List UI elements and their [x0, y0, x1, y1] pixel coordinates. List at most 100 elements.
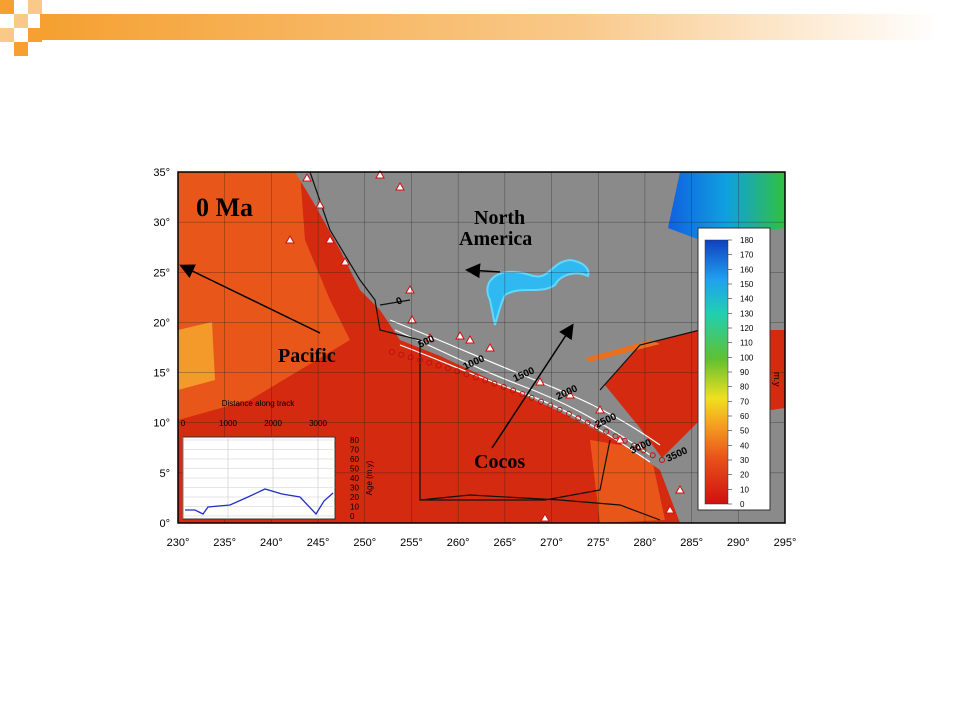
trench-dot [482, 377, 489, 384]
lat-label: 20° [153, 317, 170, 329]
contour [399, 344, 651, 463]
inset-x-label: 3000 [309, 419, 327, 428]
colorbar-tick-label: 10 [740, 485, 749, 494]
trench-dot [454, 368, 461, 375]
lon-label: 250° [353, 537, 376, 549]
contour [389, 319, 661, 446]
lon-label: 290° [727, 537, 750, 549]
colorbar-tick-label: 20 [740, 471, 749, 480]
inset-x-label: 1000 [219, 419, 237, 428]
lon-label: 260° [447, 537, 470, 549]
inset-y-label: 40 [350, 474, 359, 483]
lon-label: 295° [774, 537, 797, 549]
ocean-young [178, 172, 350, 420]
trench-dot [444, 365, 451, 372]
inset-y-label: 60 [350, 455, 359, 464]
deco [14, 42, 28, 56]
volcano [425, 332, 435, 342]
lat-label: 10° [153, 418, 170, 430]
inset-y-label: 50 [350, 465, 359, 474]
lon-label: 245° [307, 537, 330, 549]
inset-y-label: 0 [350, 512, 355, 521]
trench-dot [556, 406, 563, 413]
deco [14, 14, 28, 28]
trench-dot [659, 457, 665, 463]
trench-dot [407, 354, 414, 361]
trench-dot [463, 371, 470, 378]
trench-dot [472, 374, 479, 381]
lon-label: 280° [634, 537, 657, 549]
trench-dot [603, 428, 610, 435]
lon-label: 240° [260, 537, 283, 549]
trench-dot [426, 359, 433, 366]
age-profile [185, 488, 334, 516]
deco [28, 0, 42, 14]
colorbar-tick-label: 80 [740, 383, 749, 392]
trench-dot [510, 387, 517, 394]
trench-dot [631, 442, 638, 449]
caribbean-slab [585, 340, 660, 362]
lon-label: 235° [213, 537, 236, 549]
colorbar-tick-label: 30 [740, 456, 749, 465]
trench-dot [389, 349, 395, 355]
trench-dot [575, 415, 582, 422]
colorbar-tick-label: 150 [740, 280, 754, 289]
plate-boundary [309, 171, 701, 501]
ocean-patch [178, 322, 215, 390]
colorbar-scale [704, 239, 729, 505]
inset-y-label: 30 [350, 484, 359, 493]
plate-label: North [474, 207, 525, 229]
trench-dot [416, 356, 423, 363]
colorbar-tick-label: 100 [740, 353, 754, 362]
colorbar-tick-label: 0 [740, 500, 745, 509]
trench-dot [500, 384, 507, 391]
arrow [465, 263, 501, 279]
plate-boundary [419, 494, 661, 521]
trench-dot [612, 433, 619, 440]
lat-label: 0° [159, 518, 170, 530]
volcano [535, 376, 545, 386]
lon-label: 230° [167, 537, 190, 549]
colorbar-tick-label: 60 [740, 412, 749, 421]
volcano [675, 484, 685, 494]
plate-label: Cocos [474, 451, 525, 473]
plate-label: Pacific [278, 345, 336, 367]
trench-dot [519, 391, 526, 398]
volcano [405, 284, 415, 294]
lat-label: 5° [159, 468, 170, 480]
inset: Distance along track Age (m.y) 0 1000 2000… [181, 399, 374, 521]
colorbar-tick-label: 180 [740, 236, 754, 245]
lon-label: 285° [680, 537, 703, 549]
colorbar-tick-label: 160 [740, 265, 754, 274]
volcano [540, 512, 550, 522]
volcano [565, 389, 575, 399]
inset-y-label: 80 [350, 436, 359, 445]
volcano [375, 169, 385, 179]
arrow [179, 264, 321, 334]
colorbar-tick-label: 90 [740, 368, 749, 377]
volcano [635, 440, 645, 450]
volcano [465, 334, 475, 344]
plate-label: America [459, 228, 532, 250]
lat-label: 30° [153, 217, 170, 229]
colorbar-unit: m.y [772, 372, 782, 387]
colorbar-tick-label: 40 [740, 441, 749, 450]
colorbar-tick-label: 170 [740, 251, 754, 260]
lon-label: 265° [493, 537, 516, 549]
colorbar: m.y 180170160150140130120110100908070605… [697, 227, 782, 511]
contour-label: 0 [395, 295, 405, 308]
deco [0, 0, 14, 14]
trench-dot [649, 452, 656, 459]
trench-dot [565, 410, 572, 417]
trench-dot [435, 362, 442, 369]
volcano [302, 172, 312, 182]
colorbar-tick-label: 110 [740, 339, 753, 348]
inset-axis-label: Age (m.y) [365, 460, 374, 495]
lon-label: 275° [587, 537, 610, 549]
volcano [665, 504, 675, 514]
colorbar-tick-label: 70 [740, 397, 749, 406]
lat-label: 35° [153, 167, 170, 179]
inset-x-label: 2000 [264, 419, 282, 428]
